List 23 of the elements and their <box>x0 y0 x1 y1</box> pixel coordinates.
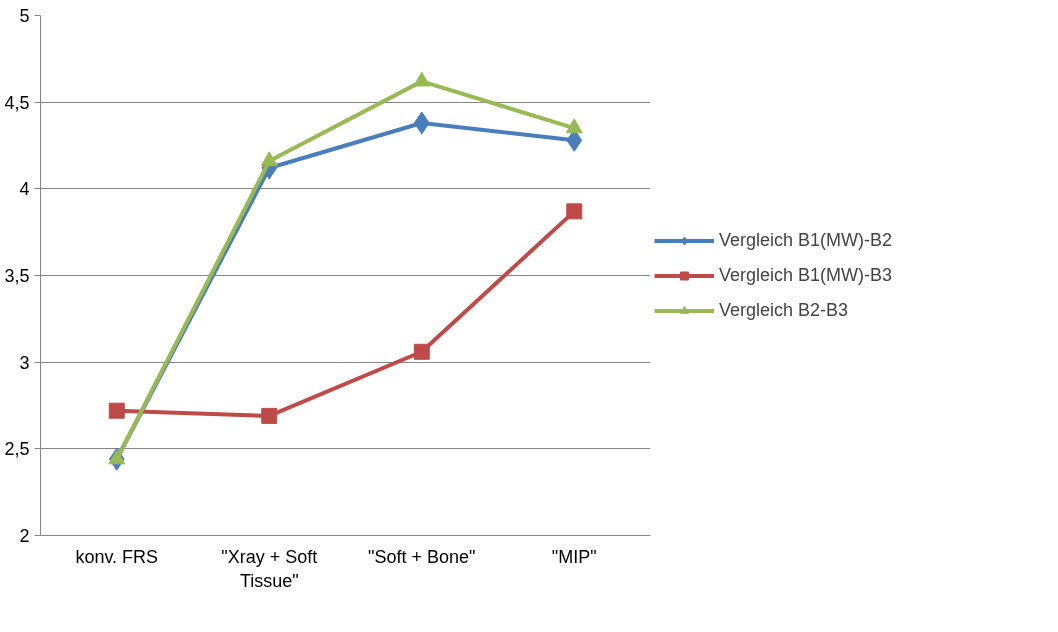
y-tick-label: 3,5 <box>4 266 30 286</box>
y-tick-label: 2,5 <box>4 439 30 460</box>
point <box>565 118 583 134</box>
x-tick-label: "Xray + Soft Tissue" <box>221 546 318 591</box>
legend-label: Vergleich B1(MW)-B3 <box>719 264 893 286</box>
point <box>108 449 126 465</box>
x-tick-label: konv. FRS <box>75 546 159 567</box>
point <box>566 203 583 220</box>
y-tick-label: 5 <box>19 6 30 26</box>
legend-label: Vergleich B2-B3 <box>719 299 849 321</box>
x-tick-label: "Soft + Bone" <box>368 546 476 567</box>
y-tick-label: 2 <box>19 526 30 546</box>
x-tick-label: "MIP" <box>551 546 597 567</box>
legend-label: Vergleich B1(MW)-B2 <box>719 229 893 251</box>
point <box>413 111 430 135</box>
point <box>260 151 278 167</box>
point <box>261 407 278 424</box>
y-tick-label: 3 <box>19 352 30 373</box>
y-tick-label: 4,5 <box>4 92 30 113</box>
point <box>413 343 430 360</box>
y-tick-label: 4 <box>19 179 30 200</box>
point <box>108 402 125 419</box>
point <box>413 71 431 87</box>
